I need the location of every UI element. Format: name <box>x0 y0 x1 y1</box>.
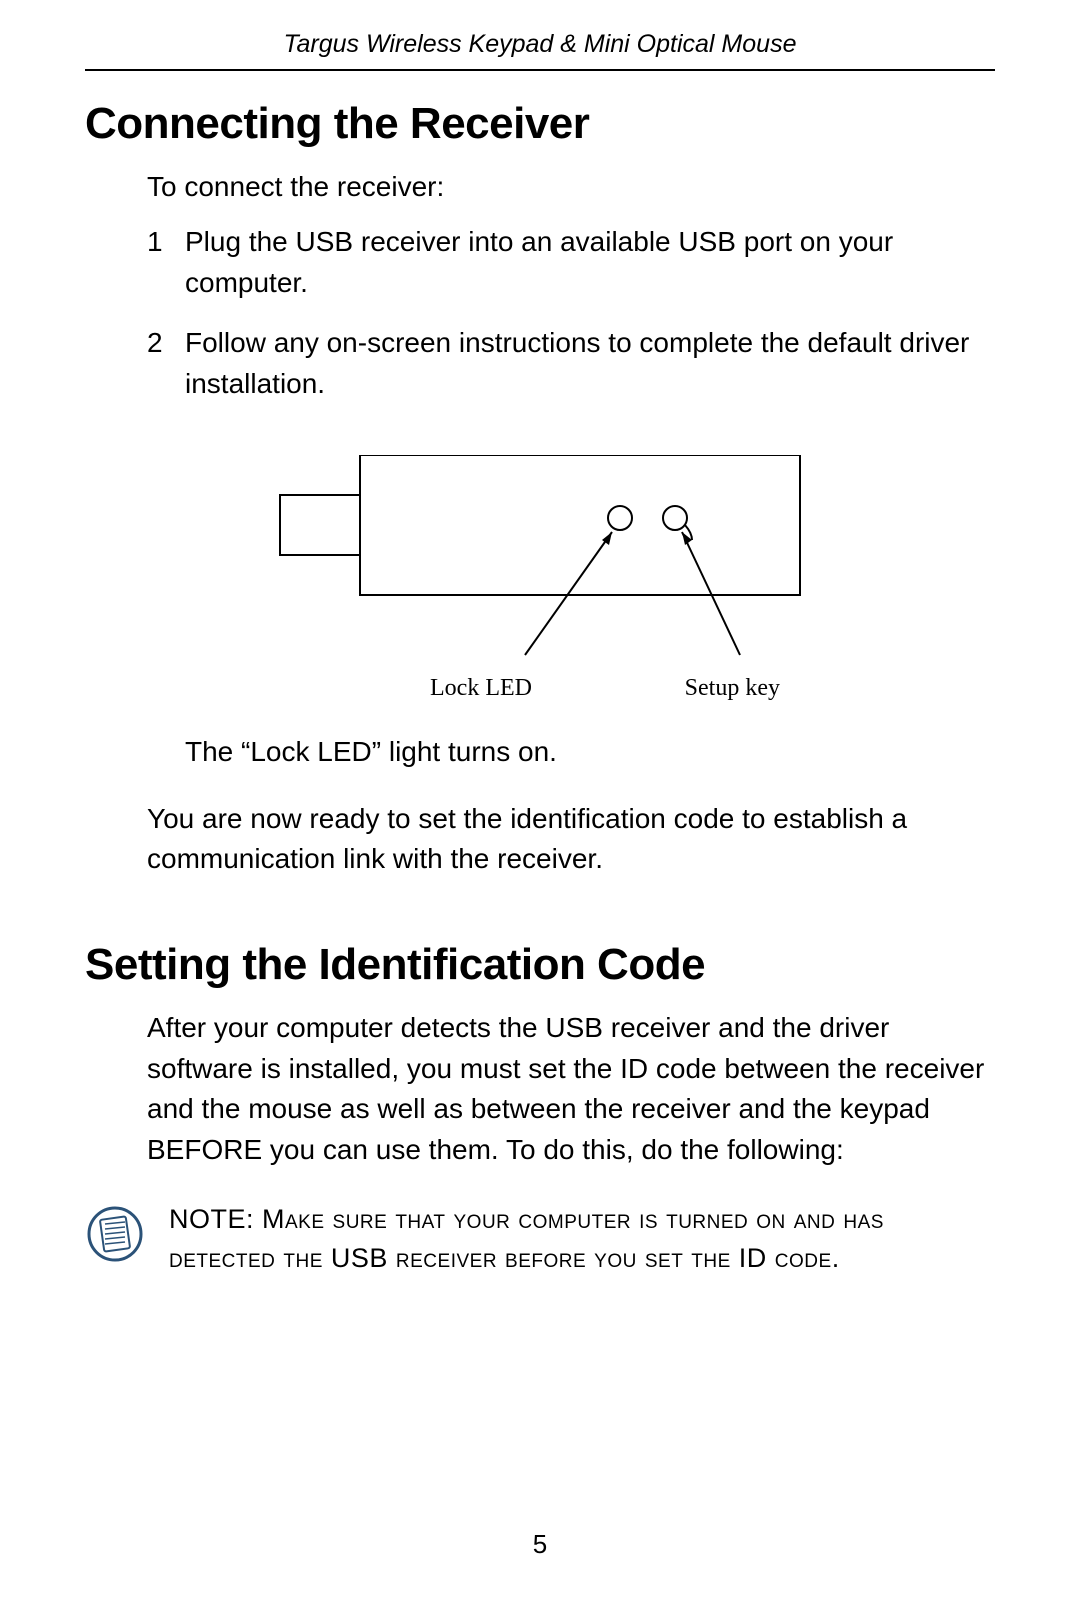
note-section: NOTE: Make sure that your computer is tu… <box>85 1200 995 1278</box>
page-number: 5 <box>0 1529 1080 1560</box>
note-label: NOTE: <box>169 1204 262 1234</box>
list-item: 2 Follow any on-screen instructions to c… <box>147 323 995 404</box>
section2-title: Setting the Identification Code <box>85 940 995 990</box>
list-number: 1 <box>147 222 185 303</box>
note-icon <box>85 1204 145 1269</box>
list-item: 1 Plug the USB receiver into an availabl… <box>147 222 995 303</box>
diagram-caption: The “Lock LED” light turns on. <box>185 732 995 771</box>
note-body: Make sure that your computer is turned o… <box>169 1204 884 1273</box>
usb-receiver-icon <box>260 455 820 665</box>
page-header: Targus Wireless Keypad & Mini Optical Mo… <box>85 30 995 71</box>
setup-key-label: Setup key <box>685 675 780 702</box>
receiver-diagram: Lock LED Setup key <box>260 455 820 702</box>
note-text-container: NOTE: Make sure that your computer is tu… <box>169 1200 995 1278</box>
list-text: Follow any on-screen instructions to com… <box>185 323 995 404</box>
section1-title: Connecting the Receiver <box>85 99 995 149</box>
diagram-labels: Lock LED Setup key <box>260 665 820 702</box>
section2-body: After your computer detects the USB rece… <box>147 1008 995 1170</box>
section1-body: You are now ready to set the identificat… <box>147 799 995 880</box>
header-title: Targus Wireless Keypad & Mini Optical Mo… <box>284 30 797 58</box>
list-number: 2 <box>147 323 185 404</box>
list-text: Plug the USB receiver into an available … <box>185 222 995 303</box>
steps-list: 1 Plug the USB receiver into an availabl… <box>147 222 995 404</box>
lock-led-label: Lock LED <box>430 675 532 702</box>
section1-intro: To connect the receiver: <box>147 167 995 206</box>
